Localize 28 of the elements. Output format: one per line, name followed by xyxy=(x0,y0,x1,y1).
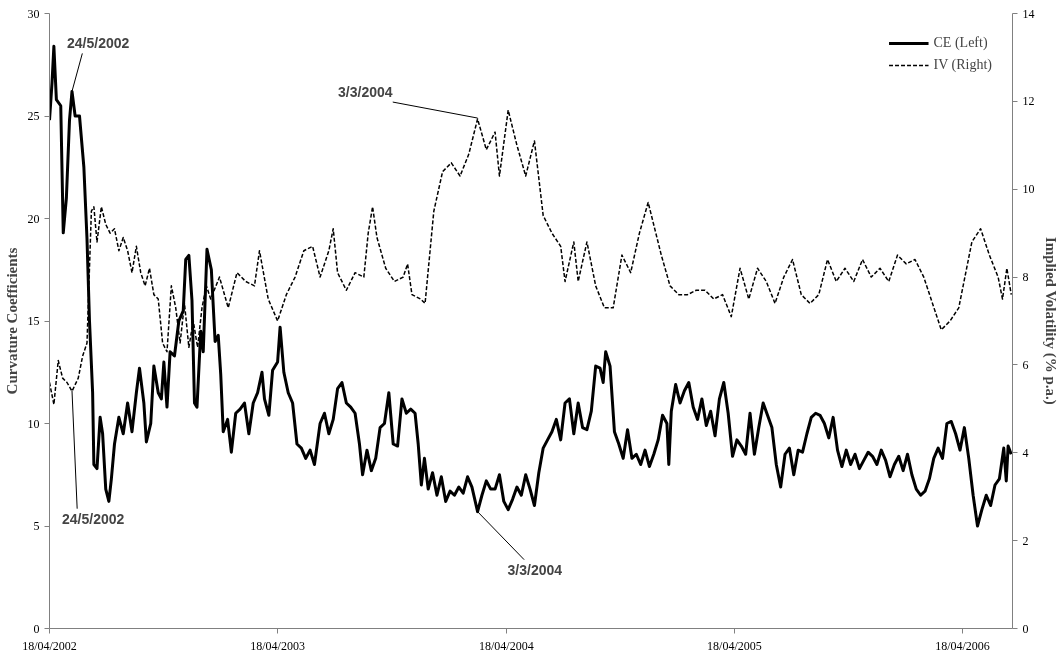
y-axis-title: Curvature Coefficients xyxy=(3,247,20,395)
x-tick-label: 18/04/2006 xyxy=(935,638,990,653)
y2-tick-label: 0 xyxy=(1022,621,1029,636)
y-tick-label: 0 xyxy=(33,621,40,636)
y2-axis-title: Implied Volatility (% p.a.) xyxy=(1041,236,1059,405)
y2-tick-label: 12 xyxy=(1022,94,1035,109)
y-tick-label: 20 xyxy=(27,211,40,226)
y2-tick-label: 2 xyxy=(1022,533,1029,548)
annotation: 24/5/2002 xyxy=(67,35,130,52)
annotation: 24/5/2002 xyxy=(62,510,125,527)
y2-tick-label: 6 xyxy=(1022,357,1029,372)
y-tick-label: 10 xyxy=(27,416,40,431)
annotation: 3/3/2004 xyxy=(507,561,563,578)
y-tick-label: 30 xyxy=(27,6,40,21)
y2-tick-label: 4 xyxy=(1022,445,1029,460)
legend-label: IV (Right) xyxy=(933,57,992,73)
annotation: 3/3/2004 xyxy=(338,84,393,101)
legend-label: CE (Left) xyxy=(933,35,988,51)
x-tick-label: 18/04/2002 xyxy=(22,638,77,653)
y-tick-label: 5 xyxy=(33,519,40,533)
y-tick-label: 25 xyxy=(27,109,40,123)
x-tick-label: 18/04/2003 xyxy=(250,638,305,653)
x-tick-label: 18/04/2005 xyxy=(707,638,762,653)
y2-tick-label: 14 xyxy=(1022,6,1035,21)
y2-tick-label: 10 xyxy=(1022,182,1035,197)
x-tick-label: 18/04/2004 xyxy=(478,638,534,653)
y2-tick-label: 8 xyxy=(1022,270,1029,285)
y-tick-label: 15 xyxy=(27,314,40,328)
